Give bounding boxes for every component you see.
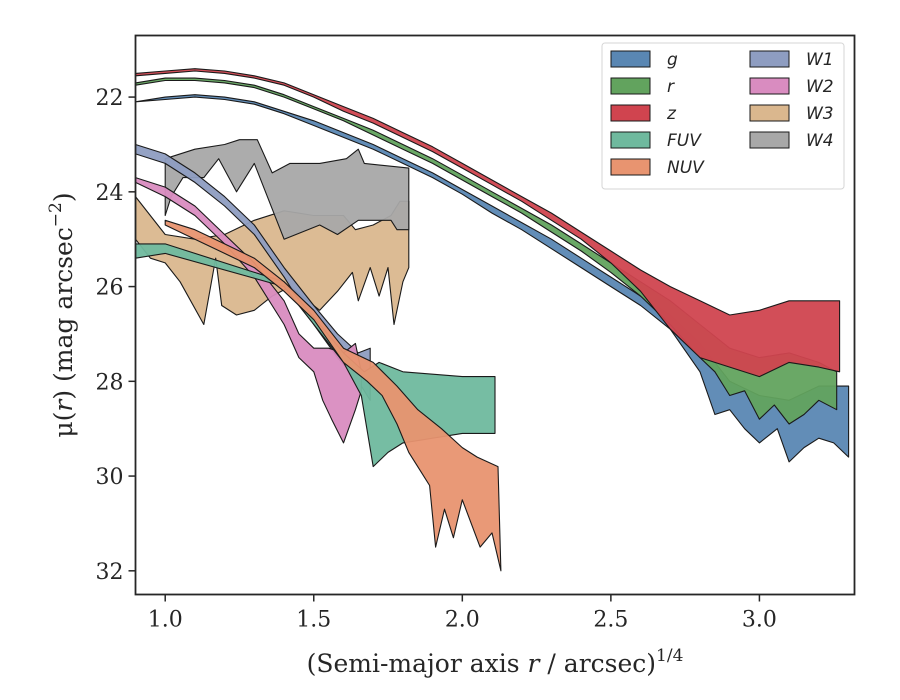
legend-swatch-g: [610, 50, 651, 68]
legend-label-fuv: FUV: [667, 131, 702, 151]
legend-swatch-w4: [749, 131, 790, 149]
x-tick-label: 2.5: [593, 608, 628, 633]
legend-label-r: r: [667, 77, 675, 97]
band-g: [134, 94, 850, 463]
y-tick-label: 30: [96, 465, 124, 490]
x-axis-title: (Semi-major axis r / arcsec)1/4: [307, 646, 684, 678]
x-tick-label: 3.0: [742, 608, 777, 633]
y-tick-label: 28: [96, 370, 124, 395]
y-tick-label: 22: [96, 86, 124, 111]
x-axis: 1.0 1.5 2.0 2.5 3.0: [148, 594, 777, 633]
y-axis-title: μ(r) (mag arcsec−2): [46, 192, 78, 437]
y-tick-label: 24: [96, 181, 124, 206]
legend-label-w2: W2: [806, 77, 834, 97]
band-nuv: [164, 219, 502, 572]
legend-swatch-w1: [749, 50, 790, 68]
legend-label-w4: W4: [806, 131, 834, 151]
band-z: [134, 68, 841, 378]
legend-label-w1: W1: [806, 50, 834, 70]
legend-swatch-r: [610, 77, 651, 95]
plot-frame: [134, 34, 856, 596]
y-axis: 22 24 26 28 30 32: [96, 86, 136, 585]
legend-swatch-z: [610, 104, 651, 122]
legend: grz FUV NUV W1 W2 W3 W4: [601, 42, 845, 190]
legend-label-w3: W3: [806, 104, 834, 124]
x-tick-label: 1.5: [296, 608, 331, 633]
y-tick-label: 32: [96, 560, 124, 585]
legend-label-z: z: [666, 104, 677, 124]
legend-label-g: g: [667, 50, 678, 70]
legend-swatch-w2: [749, 77, 790, 95]
legend-label-nuv: NUV: [667, 158, 705, 178]
legend-swatch-w3: [749, 104, 790, 122]
band-r: [134, 77, 838, 425]
legend-swatch-fuv: [610, 131, 651, 149]
band-w4: [164, 139, 410, 240]
y-tick-label: 26: [96, 276, 124, 301]
x-tick-label: 1.0: [148, 608, 183, 633]
x-tick-label: 2.0: [445, 608, 480, 633]
legend-swatch-nuv: [610, 158, 651, 176]
plot-area: [134, 68, 850, 572]
